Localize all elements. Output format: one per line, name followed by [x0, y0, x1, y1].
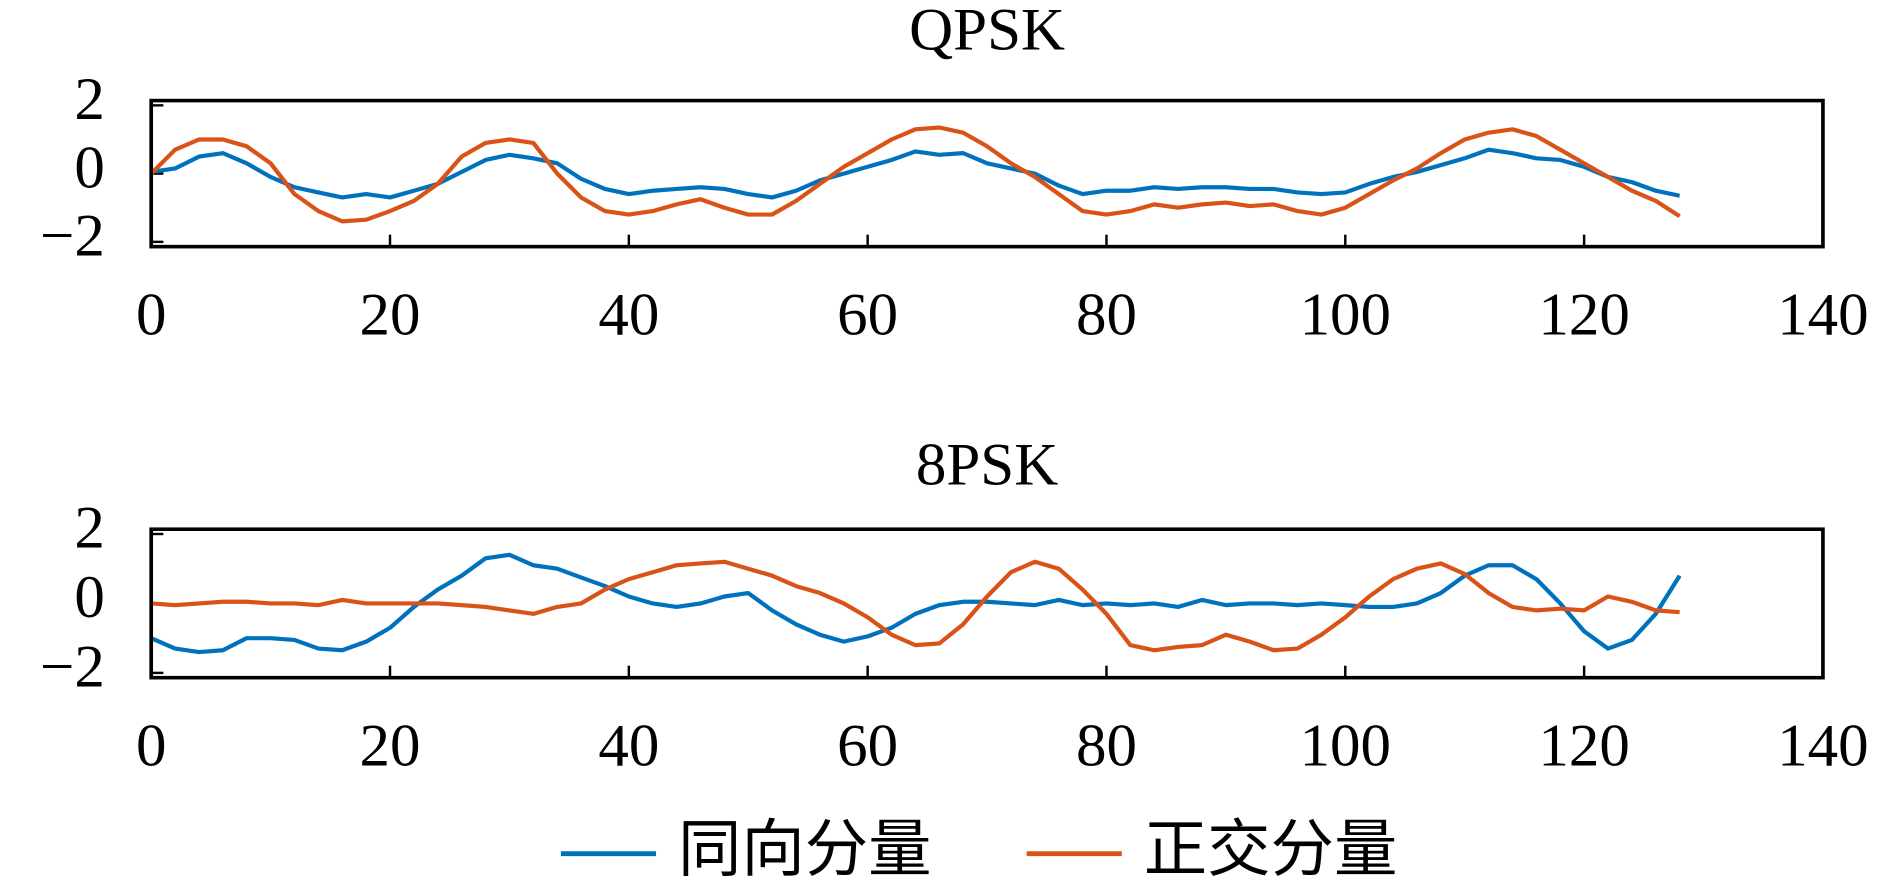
x-tick-label: 60: [837, 282, 898, 348]
legend-label: 正交分量: [1144, 813, 1398, 885]
y-tick-label: −2: [40, 634, 105, 700]
y-tick-label: 2: [74, 67, 104, 133]
x-tick-label: 80: [1076, 282, 1137, 348]
axes-frame: [149, 527, 1825, 680]
legend-label: 同向分量: [678, 813, 932, 885]
x-tick-label: 120: [1538, 282, 1629, 348]
x-tick-label: 20: [360, 713, 421, 779]
series-line: [151, 559, 1680, 653]
chart-title: 8PSK: [916, 432, 1058, 498]
y-tick-label: 2: [74, 495, 104, 561]
series-line: [150, 147, 1681, 200]
x-tick-label: 140: [1777, 282, 1868, 348]
x-tick-label: 100: [1300, 713, 1391, 779]
x-tick-label: 20: [360, 282, 421, 348]
x-tick-label: 120: [1538, 713, 1629, 779]
series-line: [149, 125, 1681, 224]
x-tick-label: 0: [136, 713, 166, 779]
x-tick-label: 40: [598, 282, 659, 348]
x-tick-label: 60: [837, 713, 898, 779]
axes-frame: [149, 98, 1825, 249]
x-tick-label: 140: [1777, 713, 1868, 779]
series-line: [150, 552, 1682, 655]
y-tick-label: −2: [40, 203, 105, 269]
x-tick-label: 0: [136, 282, 166, 348]
x-tick-label: 100: [1300, 282, 1391, 348]
x-tick-label: 80: [1076, 713, 1137, 779]
y-tick-label: 0: [74, 135, 104, 201]
chart-title: QPSK: [909, 0, 1065, 64]
x-tick-label: 40: [598, 713, 659, 779]
y-tick-label: 0: [74, 565, 104, 631]
